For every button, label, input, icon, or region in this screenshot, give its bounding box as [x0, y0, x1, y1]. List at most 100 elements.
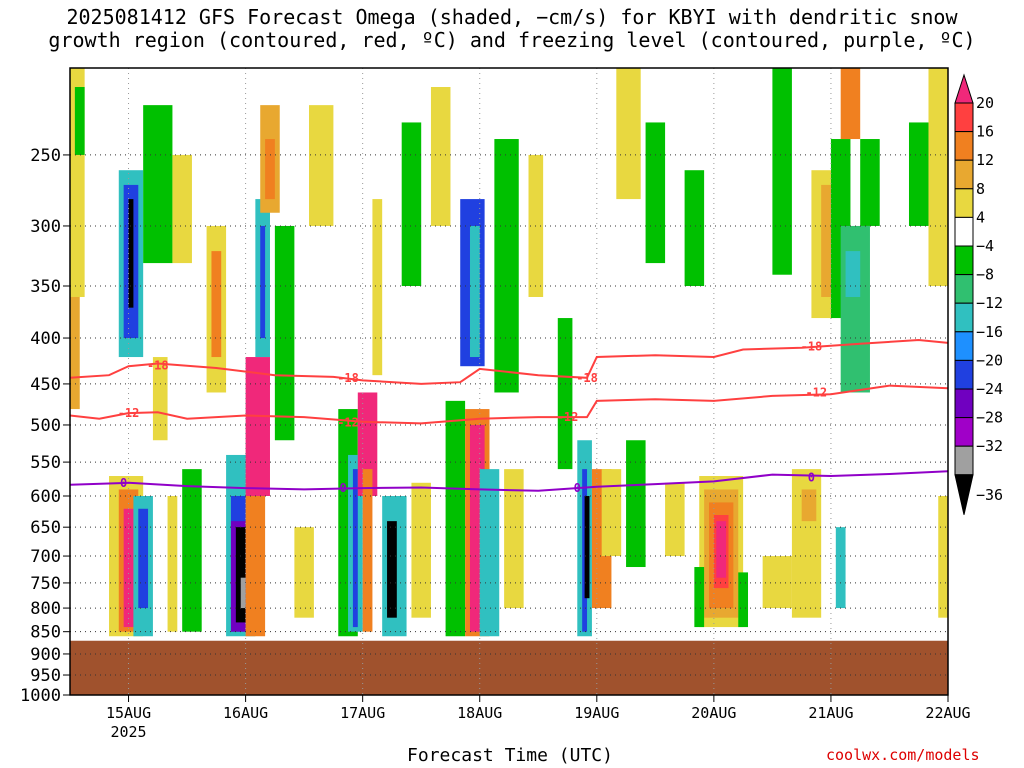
x-tick-sublabel: 2025 [110, 723, 146, 741]
colorbar-segment [954, 188, 974, 218]
x-tick-label: 17AUG [340, 704, 385, 722]
colorbar-label: −12 [976, 294, 1003, 312]
y-axis: 2503003504004505005506006507007508008509… [20, 146, 70, 706]
omega-cell [152, 357, 168, 441]
omega-cell [584, 495, 590, 599]
y-tick-label: 550 [30, 453, 61, 473]
omega-cell [430, 87, 451, 226]
omega-cell [172, 154, 192, 264]
colorbar-label: −20 [976, 351, 1003, 369]
y-tick-label: 450 [30, 375, 61, 395]
y-tick-label: 350 [30, 277, 61, 297]
colorbar-label: −16 [976, 323, 1003, 341]
omega-cell [260, 225, 266, 339]
colorbar-label: −4 [976, 237, 994, 255]
y-tick-label: 300 [30, 217, 61, 237]
omega-cell [182, 469, 202, 632]
x-tick-label: 18AUG [457, 704, 502, 722]
omega-cell [74, 87, 85, 155]
credit-link[interactable]: coolwx.com/models [826, 746, 980, 764]
contour-line [69, 338, 949, 385]
contour-label: -18 [576, 371, 598, 385]
x-axis-label: Forecast Time (UTC) [407, 745, 613, 766]
y-tick-label: 1000 [20, 686, 61, 706]
omega-cell [138, 508, 149, 609]
x-tick-label: 19AUG [574, 704, 619, 722]
omega-cell [762, 556, 792, 609]
colorbar-segment [954, 359, 974, 390]
omega-cell [840, 225, 870, 393]
omega-cell [401, 122, 422, 287]
omega-cell [362, 469, 373, 632]
omega-cell [245, 495, 266, 637]
colorbar-label: −28 [976, 409, 1003, 427]
y-tick-label: 750 [30, 574, 61, 594]
omega-cell [387, 521, 397, 618]
omega-cell [235, 527, 246, 623]
omega-cell [601, 469, 622, 557]
omega-cell [469, 225, 480, 358]
omega-cell [352, 469, 358, 628]
colorbar-label: 20 [976, 94, 994, 112]
contour-label: 0 [574, 481, 581, 495]
y-tick-label: 700 [30, 547, 61, 567]
contour-label: 0 [340, 481, 347, 495]
omega-cell [908, 122, 929, 226]
contour-label: -12 [118, 406, 140, 420]
colorbar-segment [954, 417, 974, 447]
omega-cell [411, 482, 431, 618]
omega-cell [70, 296, 80, 410]
x-tick-label: 22AUG [925, 704, 970, 722]
omega-cell [123, 508, 134, 628]
omega-cell [504, 469, 524, 609]
contour-label: -18 [801, 340, 823, 354]
omega-cell [645, 122, 666, 264]
colorbar-label: −8 [976, 266, 994, 284]
contour-label: -18 [147, 358, 169, 372]
chart-title-line-1: 2025081412 GFS Forecast Omega (shaded, −… [66, 5, 958, 29]
y-tick-label: 400 [30, 329, 61, 349]
omega-cell [274, 225, 295, 441]
colorbar-label: 4 [976, 208, 985, 226]
omega-cell [938, 495, 948, 618]
y-tick-label: 650 [30, 518, 61, 538]
omega-cell [309, 105, 334, 226]
omega-cell [245, 357, 270, 496]
omega-cell [494, 139, 519, 393]
omega-cell [211, 251, 222, 358]
x-tick-label: 15AUG [106, 704, 151, 722]
omega-cell [684, 170, 705, 287]
plot-frame [69, 67, 949, 696]
omega-cell [445, 400, 466, 637]
omega-cell [801, 489, 817, 522]
colorbar-segment [954, 445, 974, 476]
omega-cell [928, 68, 948, 287]
omega-cell [167, 495, 178, 632]
omega-cell [616, 68, 641, 200]
omega-cell [479, 469, 500, 637]
y-tick-label: 500 [30, 416, 61, 436]
colorbar-segment [954, 102, 974, 133]
contour-label: -12 [337, 416, 359, 430]
x-tick-label: 20AUG [691, 704, 736, 722]
omega-cell [694, 567, 705, 628]
contour-label: 0 [808, 470, 815, 484]
contour-label: -12 [557, 410, 579, 424]
omega-cell [372, 199, 383, 376]
ground-fill [70, 640, 948, 695]
y-tick-label: 800 [30, 599, 61, 619]
omega-cell [845, 251, 861, 297]
omega-cell [294, 527, 314, 618]
omega-cell [821, 184, 831, 297]
y-tick-label: 900 [30, 645, 61, 665]
colorbar-segment [954, 159, 974, 190]
y-tick-label: 950 [30, 666, 61, 686]
colorbar-label: 12 [976, 151, 994, 169]
contour-lines: -18 -18 -18 -18 -12 -12 -12 -12 0 0 0 0 [69, 338, 949, 495]
chart-title-line-2: growth region (contoured, red, ºC) and f… [48, 28, 976, 52]
colorbar-label: 16 [976, 123, 994, 141]
omega-cell [772, 68, 792, 275]
omega-cell [716, 521, 727, 578]
y-tick-label: 600 [30, 487, 61, 507]
